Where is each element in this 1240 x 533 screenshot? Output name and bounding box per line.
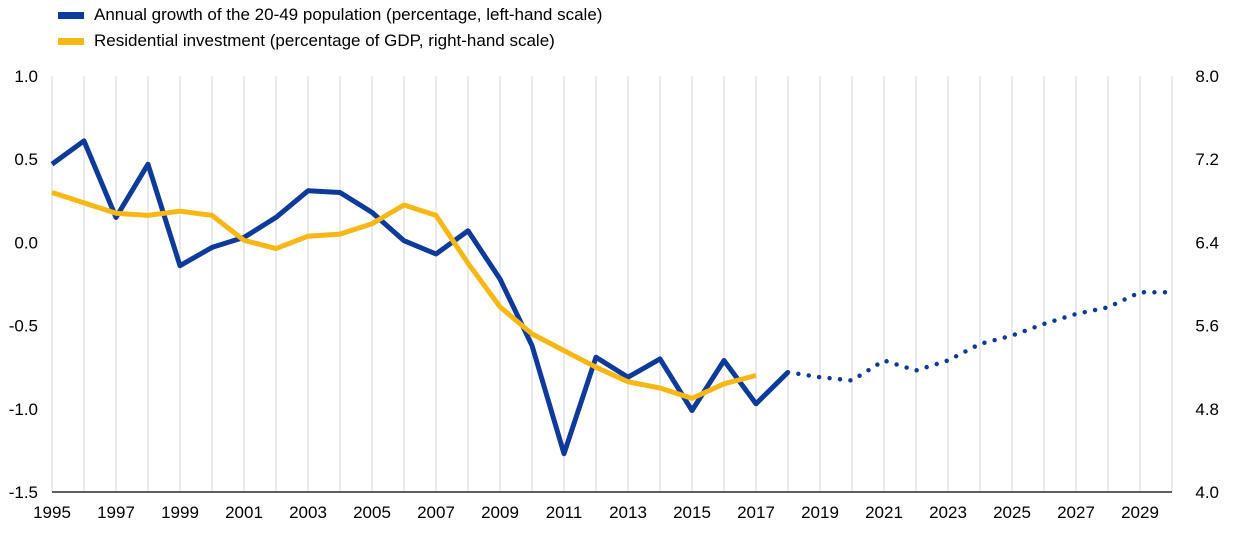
y-right-tick-label: 6.4 [1195,233,1219,252]
y-left-tick-label: -1.5 [9,483,38,502]
x-tick-label: 2009 [481,503,519,522]
x-tick-label: 2005 [353,503,391,522]
x-tick-label: 2019 [801,503,839,522]
x-tick-label: 2021 [865,503,903,522]
series-line-population-growth-projection [785,290,1175,383]
chart-legend: Annual growth of the 20-49 population (p… [58,2,602,54]
right-y-axis: 8.0 7.2 6.4 5.6 4.8 4.0 [1195,67,1219,502]
y-right-tick-label: 8.0 [1195,67,1219,86]
x-tick-label: 2011 [546,503,583,522]
legend-label-population-growth: Annual growth of the 20-49 population (p… [94,5,603,24]
y-left-tick-label: -1.0 [9,400,38,419]
left-y-axis: 1.0 0.5 0.0 -0.5 -1.0 -1.5 [9,67,38,502]
x-tick-label: 1999 [161,503,199,522]
x-tick-label: 2027 [1057,503,1095,522]
x-tick-label: 2015 [673,503,711,522]
x-tick-label: 2029 [1121,503,1159,522]
y-left-tick-label: -0.5 [9,317,38,336]
x-tick-label: 2001 [225,503,263,522]
x-tick-label: 1997 [97,503,135,522]
x-tick-label: 2003 [289,503,327,522]
x-axis: 1995 1997 1999 2001 2003 2005 2007 2009 2011 2013… [33,503,1159,522]
y-left-tick-label: 0.0 [14,233,38,252]
y-right-tick-label: 4.8 [1195,400,1219,419]
y-left-tick-label: 1.0 [14,67,38,86]
x-tick-label: 2025 [993,503,1031,522]
x-tick-label: 2023 [929,503,967,522]
x-tick-label: 2007 [417,503,455,522]
y-right-tick-label: 7.2 [1195,150,1219,169]
series-line-residential-investment [51,190,757,401]
y-right-tick-label: 4.0 [1195,483,1219,502]
series-line-population-growth [50,138,790,457]
legend-label-residential-investment: Residential investment (percentage of GD… [94,31,555,50]
legend-item-residential-investment: Residential investment (percentage of GD… [58,28,602,54]
legend-swatch-population-growth [58,11,84,19]
series-lines [50,138,1175,457]
x-tick-label: 2017 [737,503,775,522]
legend-item-population-growth: Annual growth of the 20-49 population (p… [58,2,602,28]
vertical-gridlines [51,76,1173,492]
x-tick-label: 2013 [609,503,647,522]
legend-swatch-residential-investment [58,37,84,45]
y-left-tick-label: 0.5 [14,150,38,169]
x-tick-label: 1995 [33,503,71,522]
y-right-tick-label: 5.6 [1195,317,1219,336]
